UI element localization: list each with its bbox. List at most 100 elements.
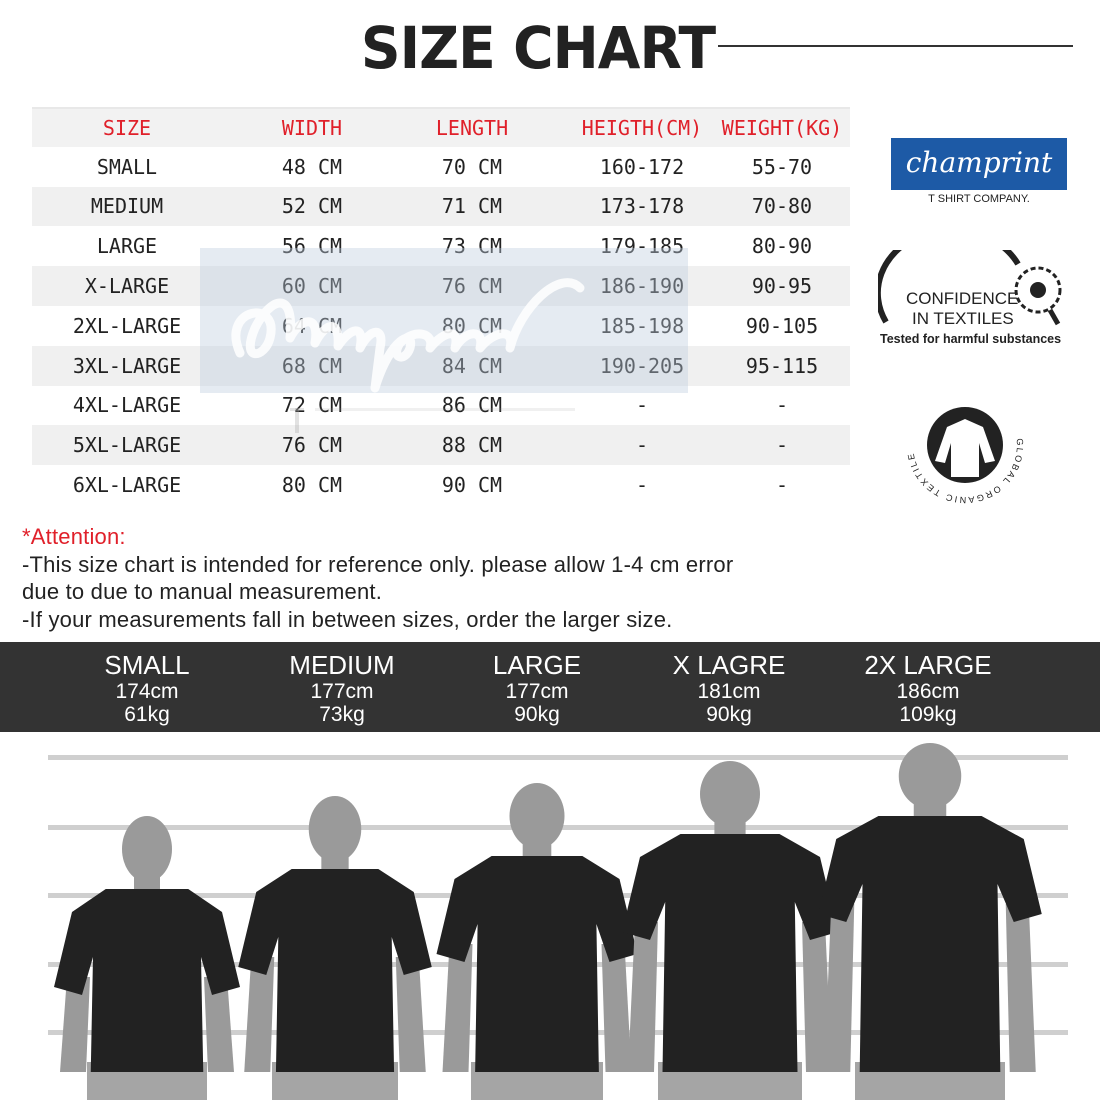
model-size: 2X LARGE (864, 650, 992, 680)
cell-height: 185-198 (599, 313, 685, 338)
cell-width: 68 CM (281, 353, 343, 378)
header-height: HEIGTH(CM) (581, 115, 703, 140)
table-row: 6XL-LARGE 80 CM 90 CM - - (32, 465, 850, 505)
model-height: 177cm (505, 680, 569, 703)
cell-weight: 70-80 (751, 194, 813, 219)
model-size: SMALL (104, 650, 190, 680)
confidence-line-2: IN TEXTILES (912, 309, 1014, 328)
cell-height: - (635, 473, 649, 498)
table-row: SMALL 48 CM 70 CM 160-172 55-70 (32, 147, 850, 187)
attention-line-3: -If your measurements fall in between si… (22, 607, 673, 632)
cell-length: 73 CM (441, 234, 503, 259)
attention-heading: *Attention: (22, 524, 126, 549)
table-row: X-LARGE 60 CM 76 CM 186-190 90-95 (32, 266, 850, 306)
cell-width: 52 CM (281, 194, 343, 219)
right-arm (601, 944, 632, 1072)
cell-weight: 80-90 (751, 234, 813, 259)
model-size: MEDIUM (289, 650, 395, 680)
title-divider (718, 45, 1073, 47)
table-row: 2XL-LARGE 64 CM 80 CM 185-198 90-105 (32, 306, 850, 346)
cell-size: X-LARGE (84, 274, 170, 299)
model-height: 174cm (115, 680, 179, 703)
cell-height: 173-178 (599, 194, 685, 219)
black-tshirt (238, 869, 432, 1072)
head (509, 783, 565, 849)
attention-line-1: -This size chart is intended for referen… (22, 552, 734, 577)
cell-height: 186-190 (599, 274, 685, 299)
model-height: 181cm (697, 680, 761, 703)
model-figures (48, 743, 1068, 1100)
champrint-logo-subtitle: T SHIRT COMPANY. (928, 193, 1030, 205)
cell-length: 70 CM (441, 154, 503, 179)
page-title: SIZE CHART (360, 14, 716, 82)
model-weight: 109kg (899, 703, 957, 726)
cell-height: 160-172 (599, 154, 685, 179)
cell-weight: - (775, 473, 789, 498)
cell-size: 5XL-LARGE (72, 433, 182, 458)
model-size: LARGE (492, 650, 582, 680)
cell-weight: 90-95 (751, 274, 813, 299)
table-row: 3XL-LARGE 68 CM 84 CM 190-205 95-115 (32, 345, 850, 386)
header-length: LENGTH (435, 115, 509, 140)
black-tshirt (436, 856, 638, 1072)
model-height: 177cm (310, 680, 374, 703)
cell-weight: 95-115 (745, 353, 819, 378)
black-tshirt (818, 816, 1042, 1072)
model-band (0, 642, 1100, 732)
cell-length: 88 CM (441, 433, 503, 458)
table-row: 5XL-LARGE 76 CM 88 CM - - (32, 425, 850, 466)
head (700, 761, 760, 827)
confidence-line-1: CONFIDENCE (906, 289, 1018, 308)
cell-length: 80 CM (441, 313, 503, 338)
cell-length: 90 CM (441, 473, 503, 498)
cell-weight: - (775, 393, 789, 418)
cell-width: 80 CM (281, 473, 343, 498)
table-row: LARGE 56 CM 73 CM 179-185 80-90 (32, 226, 850, 266)
cell-width: 56 CM (281, 234, 343, 259)
cell-size: 3XL-LARGE (72, 353, 182, 378)
cell-width: 72 CM (281, 393, 343, 418)
cell-length: 76 CM (441, 274, 503, 299)
header-size: SIZE (102, 115, 152, 140)
height-guide-line (48, 755, 1068, 760)
table-header: SIZE WIDTH LENGTH HEIGTH(CM) WEIGHT(KG) (32, 107, 850, 147)
cell-size: 4XL-LARGE (72, 393, 182, 418)
attention-line-2: due to due to manual measurement. (22, 579, 383, 604)
cell-height: 190-205 (599, 353, 685, 378)
gots-logo: GLOBAL ORGANIC TEXTILE STANDARD · GOTS · (905, 385, 1023, 505)
cell-weight: 90-105 (745, 313, 819, 338)
cell-size: 6XL-LARGE (72, 473, 182, 498)
confidence-line-3: Tested for harmful substances (880, 332, 1061, 346)
right-arm (204, 977, 234, 1072)
model-weight: 90kg (514, 703, 560, 726)
cell-length: 86 CM (441, 393, 503, 418)
head (308, 796, 362, 862)
model-info: 2X LARGE 186cm 109kg (838, 650, 1018, 726)
model-weight: 90kg (706, 703, 752, 726)
cell-width: 64 CM (281, 313, 343, 338)
cell-height: - (635, 393, 649, 418)
head (122, 816, 172, 882)
black-tshirt (622, 834, 838, 1072)
left-arm (824, 904, 855, 1072)
confidence-in-textiles-logo: CONFIDENCE IN TEXTILES Tested for harmfu… (878, 250, 1062, 346)
cell-size: SMALL (96, 154, 158, 179)
cell-length: 71 CM (441, 194, 503, 219)
table-row: MEDIUM 52 CM 71 CM 173-178 70-80 (32, 186, 850, 227)
black-tshirt (54, 889, 240, 1072)
right-arm (802, 922, 832, 1072)
head (898, 743, 962, 809)
header-weight: WEIGHT(KG) (721, 115, 843, 140)
champrint-logo: champrint (891, 138, 1067, 190)
size-table: SIZE WIDTH LENGTH HEIGTH(CM) WEIGHT(KG) … (32, 107, 850, 505)
model-info: MEDIUM 177cm 73kg (252, 650, 432, 726)
header-width: WIDTH (281, 115, 343, 140)
model-size: X LAGRE (672, 650, 786, 680)
cell-weight: - (775, 433, 789, 458)
cell-width: 76 CM (281, 433, 343, 458)
cell-size: MEDIUM (90, 194, 164, 219)
left-arm (442, 944, 473, 1072)
cell-length: 84 CM (441, 353, 503, 378)
model-info: SMALL 174cm 61kg (57, 650, 237, 726)
left-arm (244, 957, 275, 1072)
